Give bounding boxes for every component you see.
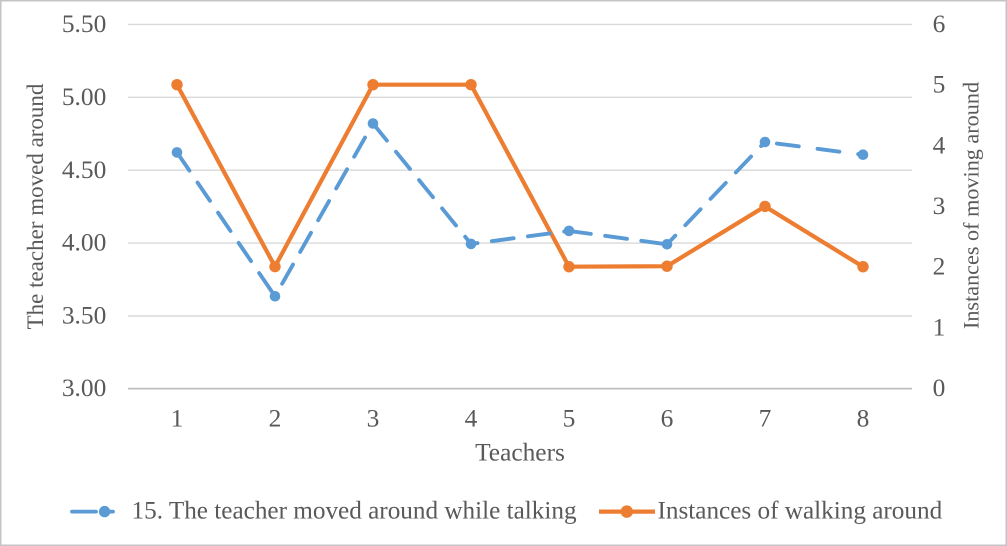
svg-text:1: 1 xyxy=(171,405,184,433)
svg-text:Instances of moving around: Instances of moving around xyxy=(959,82,984,329)
svg-text:1: 1 xyxy=(933,314,946,342)
svg-text:Teachers: Teachers xyxy=(475,439,565,467)
svg-text:2: 2 xyxy=(933,253,946,281)
svg-text:2: 2 xyxy=(269,405,282,433)
svg-text:4: 4 xyxy=(933,131,946,159)
svg-text:5.00: 5.00 xyxy=(62,83,106,111)
svg-text:6: 6 xyxy=(933,10,946,38)
svg-text:4: 4 xyxy=(465,405,478,433)
svg-text:The teacher moved around: The teacher moved around xyxy=(23,83,48,329)
svg-text:5.50: 5.50 xyxy=(62,10,106,38)
svg-text:7: 7 xyxy=(759,405,772,433)
svg-text:4.00: 4.00 xyxy=(62,229,106,257)
svg-text:3.00: 3.00 xyxy=(62,374,106,402)
svg-text:Instances of walking around: Instances of walking around xyxy=(658,498,943,525)
svg-text:5: 5 xyxy=(563,405,576,433)
svg-text:0: 0 xyxy=(933,374,946,402)
svg-text:4.50: 4.50 xyxy=(62,156,106,184)
svg-text:5: 5 xyxy=(933,71,946,99)
svg-text:3: 3 xyxy=(367,405,380,433)
svg-text:3: 3 xyxy=(933,192,946,220)
svg-text:8: 8 xyxy=(857,405,870,433)
svg-text:3.50: 3.50 xyxy=(62,302,106,330)
svg-text:6: 6 xyxy=(661,405,674,433)
svg-text:15. The teacher moved around w: 15. The teacher moved around while talki… xyxy=(132,498,577,525)
